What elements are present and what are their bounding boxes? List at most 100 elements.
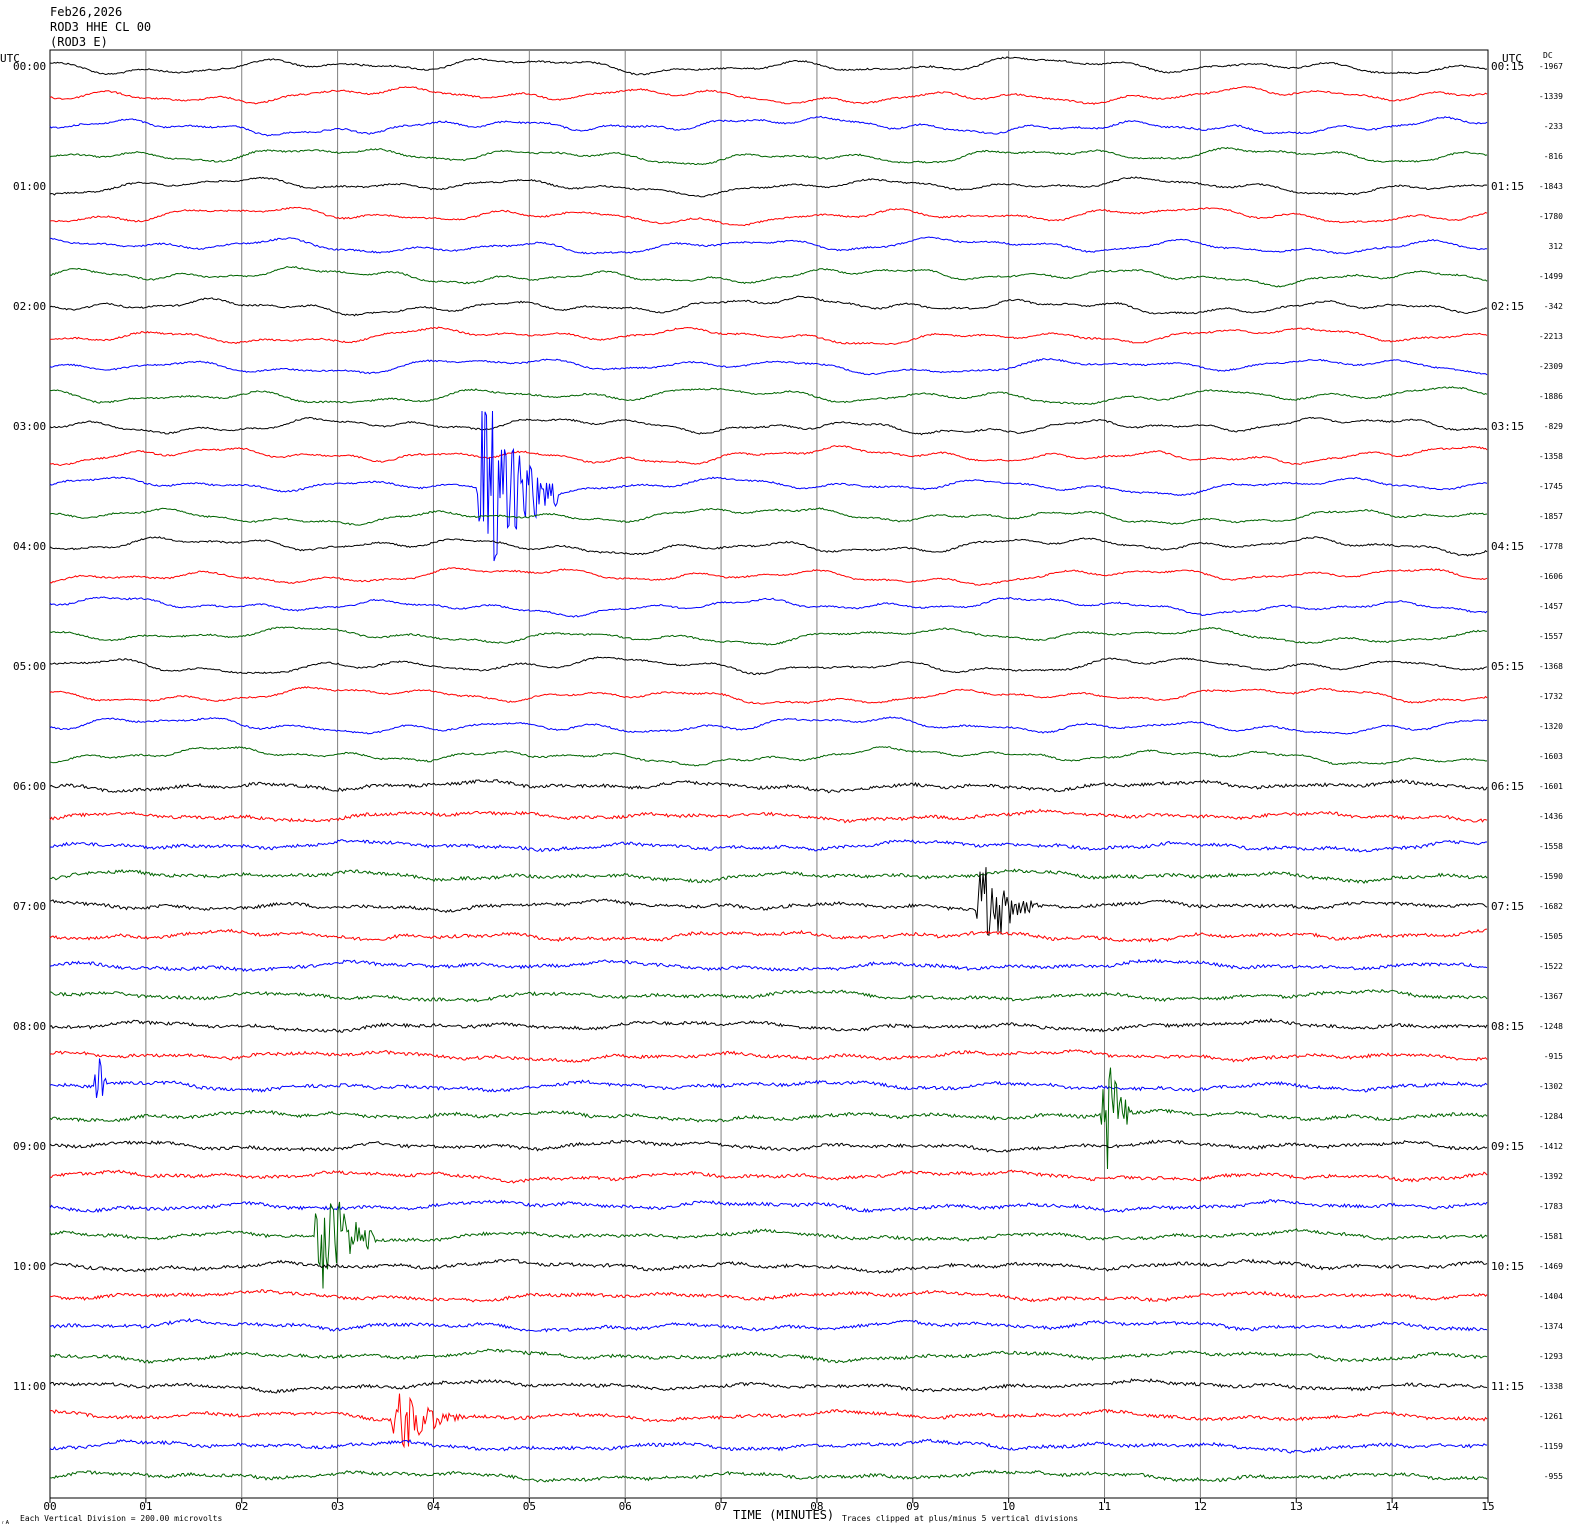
right-time-label: 08:15 — [1491, 1020, 1524, 1033]
left-time-label: 03:00 — [13, 420, 46, 433]
dc-offset-label: -1261 — [1539, 1412, 1563, 1421]
seismic-trace — [49, 176, 1488, 198]
seismic-trace — [49, 567, 1488, 586]
right-time-label: 11:15 — [1491, 1380, 1524, 1393]
left-time-label: 10:00 — [13, 1260, 46, 1273]
left-time-label: 02:00 — [13, 300, 46, 313]
seismic-trace — [49, 779, 1488, 794]
right-time-label: 10:15 — [1491, 1260, 1524, 1273]
seismic-trace — [49, 1438, 1488, 1454]
seismic-trace — [49, 386, 1488, 405]
left-time-label: 04:00 — [13, 540, 46, 553]
seismic-trace — [49, 958, 1488, 972]
right-utc-label: UTC — [1502, 52, 1522, 65]
seismic-trace — [49, 536, 1488, 557]
dc-offset-label: -955 — [1544, 1472, 1563, 1481]
dc-offset-label: -1374 — [1539, 1322, 1563, 1331]
x-tick-label: 05 — [523, 1500, 536, 1513]
dc-offset-label: -1505 — [1539, 932, 1563, 941]
seismic-trace — [49, 410, 1488, 562]
dc-offset-label: -1457 — [1539, 602, 1563, 611]
dc-offset-label: -1159 — [1539, 1442, 1563, 1451]
dc-offset-label: -1682 — [1539, 902, 1563, 911]
dc-header-label: DC — [1543, 51, 1553, 60]
seismic-trace — [49, 1067, 1488, 1170]
dc-offset-label: -1302 — [1539, 1082, 1563, 1091]
seismic-trace — [50, 236, 1488, 255]
dc-offset-label: -1967 — [1539, 62, 1563, 71]
dc-offset-label: -1499 — [1539, 272, 1563, 281]
dc-offset-label: -1843 — [1539, 182, 1563, 191]
x-tick-label: 14 — [1386, 1500, 1400, 1513]
trace-group — [49, 56, 1488, 1483]
dc-offset-label: -1412 — [1539, 1142, 1563, 1151]
dc-offset-label: -1293 — [1539, 1352, 1563, 1361]
x-tick-label: 09 — [906, 1500, 919, 1513]
seismic-trace — [49, 868, 1488, 884]
seismic-trace — [49, 745, 1488, 767]
seismic-trace — [49, 1058, 1488, 1098]
dc-offset-label: -1783 — [1539, 1202, 1563, 1211]
left-utc-label: UTC — [0, 52, 20, 65]
dc-offset-label: -342 — [1544, 302, 1563, 311]
right-time-label: 06:15 — [1491, 780, 1524, 793]
seismic-trace — [49, 1199, 1488, 1213]
x-tick-label: 10 — [1002, 1500, 1015, 1513]
dc-offset-label: -1886 — [1539, 392, 1563, 401]
seismic-trace — [49, 1017, 1488, 1033]
seismic-trace — [49, 326, 1488, 345]
x-tick-label: 06 — [619, 1500, 632, 1513]
dc-offset-label: -1778 — [1539, 542, 1563, 551]
x-tick-label: 04 — [427, 1500, 441, 1513]
right-time-label: 00:15 — [1491, 60, 1524, 73]
dc-offset-label: -1338 — [1539, 1382, 1563, 1391]
dc-offset-label: -1601 — [1539, 782, 1563, 791]
seismic-trace — [49, 206, 1488, 227]
dc-offset-label: -1590 — [1539, 872, 1563, 881]
dc-offset-label: -1558 — [1539, 842, 1563, 851]
dc-offset-label: -1367 — [1539, 992, 1563, 1001]
right-time-label: 04:15 — [1491, 540, 1524, 553]
seismic-trace — [49, 85, 1488, 105]
date-label: Feb26,2026 — [50, 5, 122, 19]
seismic-trace — [49, 1201, 1488, 1289]
seismic-trace — [49, 416, 1488, 436]
dc-offset-label: -1368 — [1539, 662, 1563, 671]
dc-offset-label: -1436 — [1539, 812, 1563, 821]
x-tick-label: 13 — [1290, 1500, 1303, 1513]
seismic-trace — [49, 928, 1488, 943]
left-time-label: 07:00 — [13, 900, 46, 913]
location-label: (ROD3 E) — [50, 35, 108, 49]
x-tick-label: 15 — [1481, 1500, 1494, 1513]
right-time-label: 07:15 — [1491, 900, 1524, 913]
dc-offset-label: 312 — [1549, 242, 1564, 251]
dc-offset-label: -2213 — [1539, 332, 1563, 341]
xaxis-title: TIME (MINUTES) — [733, 1508, 834, 1522]
seismic-trace — [49, 1348, 1488, 1364]
clip-note: Traces clipped at plus/minus 5 vertical … — [842, 1514, 1078, 1523]
seismic-trace — [49, 56, 1488, 76]
seismic-trace — [49, 1169, 1488, 1184]
seismic-trace — [49, 1317, 1488, 1333]
chart-grid — [49, 49, 1489, 1503]
x-tick-label: 02 — [235, 1500, 248, 1513]
seismic-trace — [49, 358, 1488, 376]
dc-offset-label: -1745 — [1539, 482, 1563, 491]
right-time-label: 01:15 — [1491, 180, 1524, 193]
seismic-trace — [49, 989, 1488, 1003]
scale-note: Each Vertical Division = 200.00 microvol… — [20, 1514, 222, 1523]
x-tick-label: 07 — [714, 1500, 727, 1513]
seismic-trace — [49, 295, 1488, 317]
seismic-trace — [49, 686, 1488, 705]
plot-frame — [49, 49, 1489, 1499]
dc-offset-label: -1248 — [1539, 1022, 1563, 1031]
left-time-label: 00:00 — [13, 60, 46, 73]
right-time-label: 09:15 — [1491, 1140, 1524, 1153]
dc-offset-label: -1469 — [1539, 1262, 1563, 1271]
dc-offset-label: -2309 — [1539, 362, 1563, 371]
seismic-trace — [49, 808, 1488, 824]
dc-offset-label: -1606 — [1539, 572, 1563, 581]
dc-offset-label: -1857 — [1539, 512, 1563, 521]
seismic-trace — [49, 146, 1488, 166]
label-group: 00 01 02 03 04 05 06 07 08 09 10 11 12 13 14 15 00:00 01:… — [13, 60, 1563, 1513]
